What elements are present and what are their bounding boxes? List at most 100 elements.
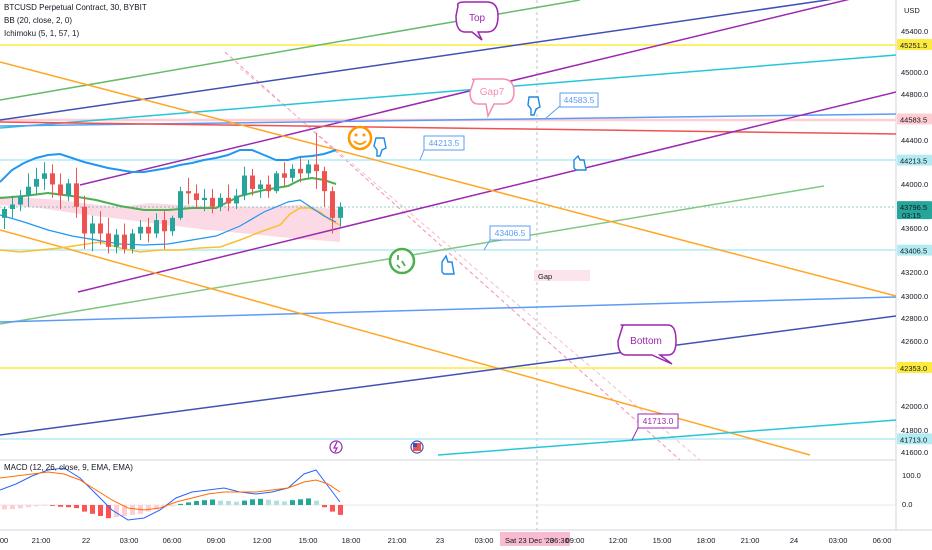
lightning-event-icon[interactable]: [329, 440, 343, 454]
candle[interactable]: [138, 220, 143, 241]
clock-face-icon[interactable]: [388, 247, 416, 275]
candle[interactable]: [202, 188, 207, 212]
candle[interactable]: [170, 215, 175, 236]
candle[interactable]: [10, 195, 15, 218]
candle[interactable]: [74, 167, 79, 218]
candle[interactable]: [178, 186, 183, 221]
candle-body: [170, 217, 175, 232]
callout-top[interactable]: Top: [455, 1, 499, 41]
candle[interactable]: [330, 186, 335, 234]
candle-body: [34, 178, 39, 187]
trendline-cyan-bottom: [437, 419, 896, 456]
candle[interactable]: [242, 166, 247, 201]
candle[interactable]: [274, 171, 279, 194]
candle[interactable]: [250, 168, 255, 196]
candle[interactable]: [218, 193, 223, 212]
callout-gap7-label: Gap7: [480, 87, 505, 98]
macd-bar: [282, 501, 287, 505]
candle[interactable]: [114, 229, 119, 254]
candle[interactable]: [2, 206, 7, 230]
thumbs-up-icon-2[interactable]: [441, 254, 455, 275]
candle[interactable]: [282, 162, 287, 187]
candle[interactable]: [122, 223, 127, 254]
candle[interactable]: [186, 177, 191, 205]
price-tick-label: 43600.0: [901, 224, 928, 233]
price-callout-43406[interactable]: 43406.5: [483, 225, 531, 251]
bb-upper-band: [0, 149, 337, 183]
candlestick-series[interactable]: [2, 133, 343, 254]
candle[interactable]: [258, 180, 263, 198]
time-tick-label: 18:00: [342, 536, 361, 545]
price-callout-44213[interactable]: 44213.5: [419, 135, 465, 161]
macd-bar: [10, 505, 15, 509]
smile-face-icon[interactable]: [347, 125, 373, 151]
gap-zone[interactable]: Gap: [534, 270, 590, 281]
thumbs-down-icon[interactable]: [373, 137, 387, 157]
macd-bar: [2, 505, 7, 510]
candle[interactable]: [290, 164, 295, 183]
trendline-cyan-upper: [0, 54, 896, 129]
price-axis[interactable]: 45400.0 45000.0 44800.0 44400.0 44000.0 43600…: [901, 27, 928, 457]
bb-legend[interactable]: BB (20, close, 2, 0): [4, 16, 73, 25]
price-tag-label: 43796.5: [900, 203, 927, 212]
thumbs-up-icon[interactable]: [573, 154, 587, 171]
candle-body: [266, 184, 271, 192]
time-axis[interactable]: 00 21:00 22 03:00 06:00 09:00 12:00 15:00 18:00 2…: [0, 532, 891, 546]
candle[interactable]: [338, 202, 343, 227]
candle[interactable]: [146, 217, 151, 243]
macd-bar: [66, 505, 71, 508]
candle-body: [162, 220, 167, 232]
price-callout-44213-label: 44213.5: [429, 138, 460, 148]
candle-body: [50, 173, 55, 185]
callout-bottom[interactable]: Bottom: [617, 324, 677, 365]
macd-pane[interactable]: [0, 467, 896, 521]
candle[interactable]: [26, 173, 31, 207]
price-callout-41713[interactable]: 41713.0: [631, 413, 679, 441]
candle[interactable]: [194, 184, 199, 209]
macd-tick-label: 0.0: [902, 500, 912, 509]
ichimoku-legend[interactable]: Ichimoku (5, 1, 57, 1): [4, 29, 80, 38]
candle[interactable]: [98, 211, 103, 245]
ichimoku-conversion-line: [0, 207, 341, 253]
price-tick-label: 41600.0: [901, 448, 928, 457]
macd-bar: [154, 505, 159, 510]
candle-body: [282, 173, 287, 178]
callout-gap7[interactable]: Gap7: [469, 78, 515, 119]
candle[interactable]: [226, 184, 231, 212]
candle[interactable]: [266, 175, 271, 198]
candle[interactable]: [130, 229, 135, 254]
us-flag-event-icon[interactable]: [410, 440, 424, 454]
candle[interactable]: [210, 188, 215, 214]
symbol-legend[interactable]: BTCUSD Perpetual Contract, 30, BYBIT: [4, 3, 147, 12]
macd-tick-label: 100.0: [902, 471, 921, 480]
price-pane[interactable]: Top Gap7 Bottom 44583.5 44213.5 43406.5: [0, 0, 896, 460]
candle[interactable]: [322, 166, 327, 207]
candle[interactable]: [298, 157, 303, 183]
candle-body: [258, 184, 263, 189]
candle[interactable]: [66, 178, 71, 202]
candle[interactable]: [234, 188, 239, 209]
candle[interactable]: [42, 162, 47, 191]
candle[interactable]: [82, 195, 87, 250]
candle-body: [18, 195, 23, 205]
price-tag-label: 44583.5: [900, 115, 927, 124]
candle[interactable]: [18, 190, 23, 212]
candle[interactable]: [314, 133, 319, 189]
candle-body: [58, 184, 63, 196]
price-callout-41713-label: 41713.0: [643, 416, 674, 426]
time-highlight-box: [500, 532, 570, 546]
candle[interactable]: [106, 217, 111, 254]
thumbs-down-icon-2[interactable]: [527, 96, 541, 116]
candle[interactable]: [162, 211, 167, 250]
candle[interactable]: [154, 213, 159, 238]
candle[interactable]: [50, 164, 55, 198]
candle[interactable]: [306, 159, 311, 178]
candle[interactable]: [34, 167, 39, 196]
candle-body: [178, 191, 183, 218]
candle[interactable]: [90, 215, 95, 252]
price-callout-44583[interactable]: 44583.5: [545, 92, 599, 119]
candle[interactable]: [58, 173, 63, 209]
macd-legend[interactable]: MACD (12, 26, close, 9, EMA, EMA): [4, 463, 133, 472]
time-tick-label: 24: [790, 536, 798, 545]
